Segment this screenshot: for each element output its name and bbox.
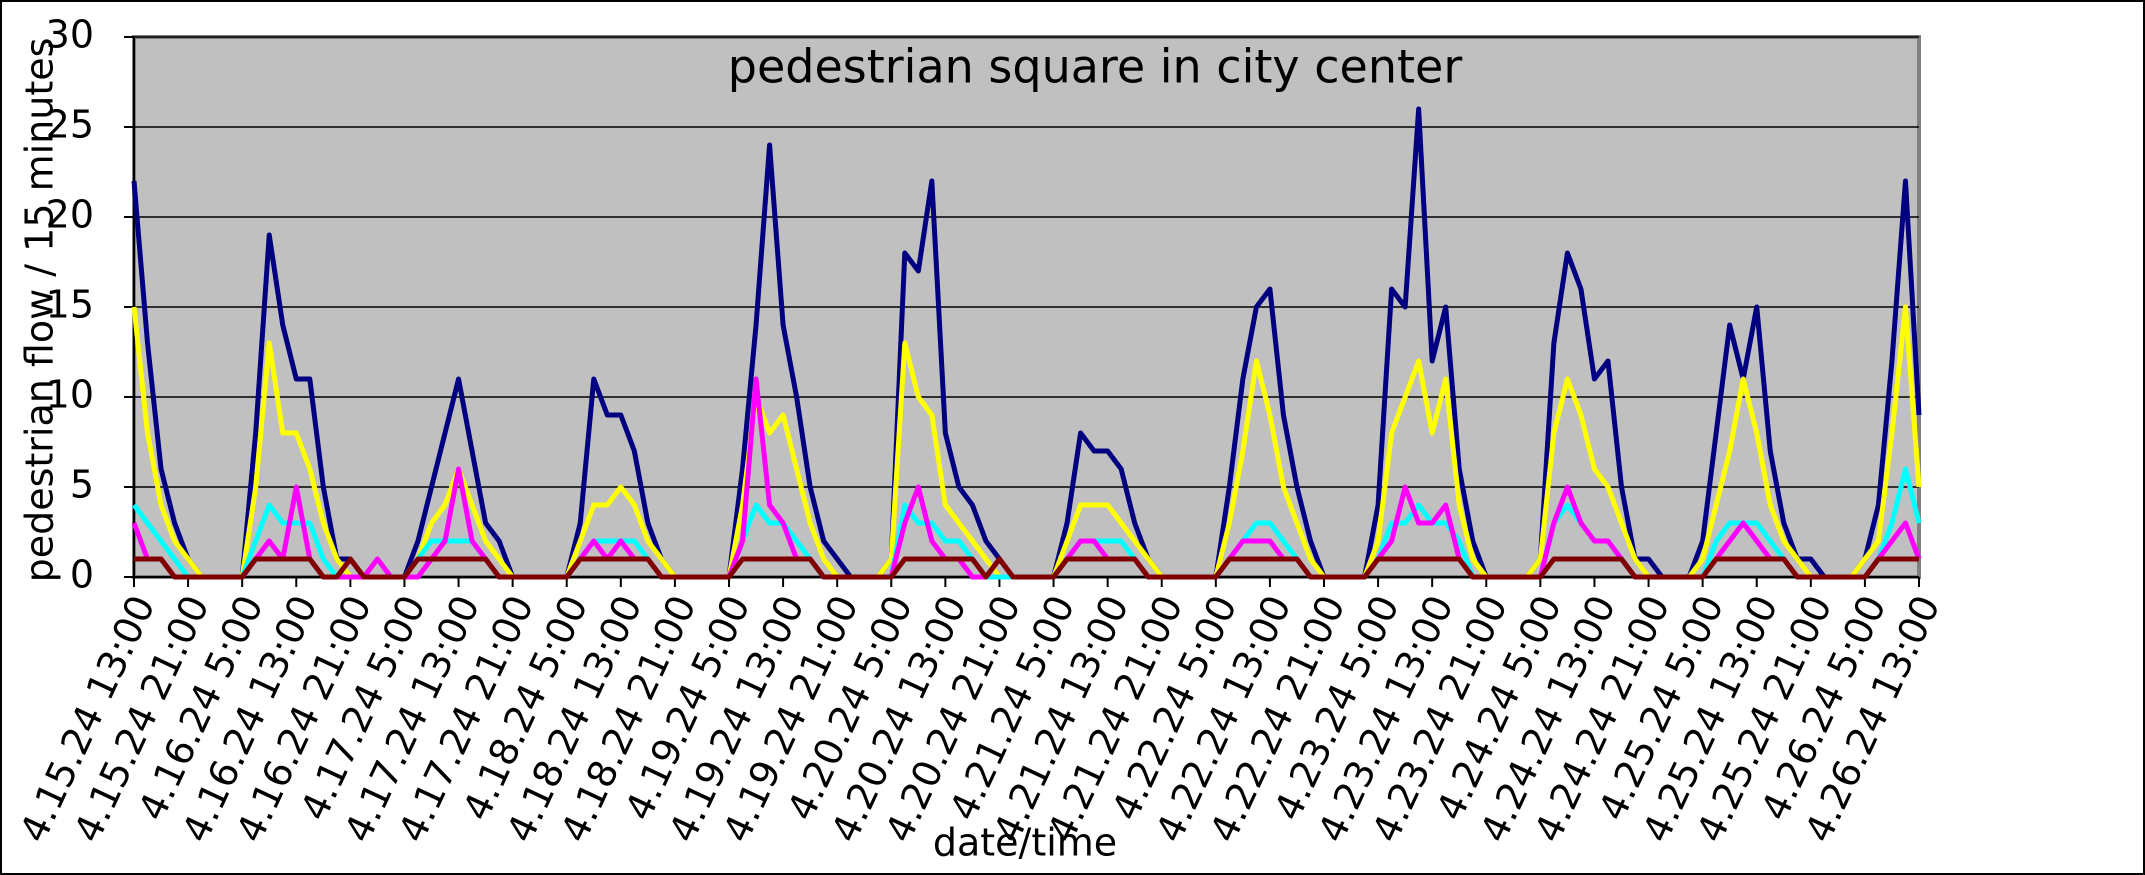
chart-title: pedestrian square in city center [728,40,1463,94]
y-axis-title: pedestrian flow / 15 minutes [18,38,62,583]
y-tick-label: 0 [70,553,94,597]
y-tick-label: 30 [46,13,94,57]
series-line [134,556,1919,580]
y-tick-label: 15 [46,283,94,327]
lines [131,106,1922,580]
x-axis-title: date/time [933,821,1117,865]
y-tick-label: 10 [46,373,94,417]
y-tick-label: 5 [70,463,94,507]
y-tick-label: 25 [46,103,94,147]
y-tick-label: 20 [46,193,94,237]
